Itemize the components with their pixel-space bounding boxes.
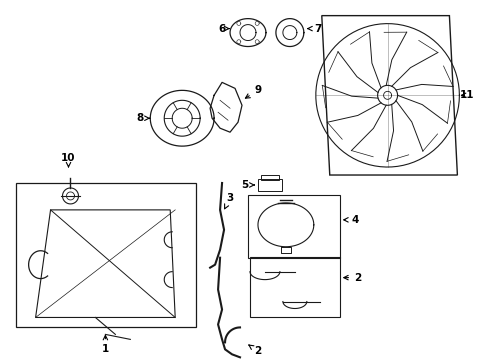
Bar: [261, 175, 279, 180]
Bar: [258, 179, 282, 191]
Text: 10: 10: [61, 153, 76, 167]
Bar: [250, 257, 340, 318]
Text: 6: 6: [219, 24, 229, 33]
Text: 2: 2: [249, 345, 262, 356]
Text: 3: 3: [224, 193, 234, 209]
Text: 4: 4: [344, 215, 358, 225]
Text: 7: 7: [308, 24, 321, 33]
Text: 11: 11: [460, 90, 475, 100]
Text: 5: 5: [242, 180, 254, 190]
Text: 2: 2: [344, 273, 361, 283]
Bar: [248, 195, 340, 258]
Text: 1: 1: [102, 336, 109, 354]
Text: 9: 9: [245, 85, 262, 98]
Text: 8: 8: [137, 113, 149, 123]
Bar: [16, 183, 196, 328]
